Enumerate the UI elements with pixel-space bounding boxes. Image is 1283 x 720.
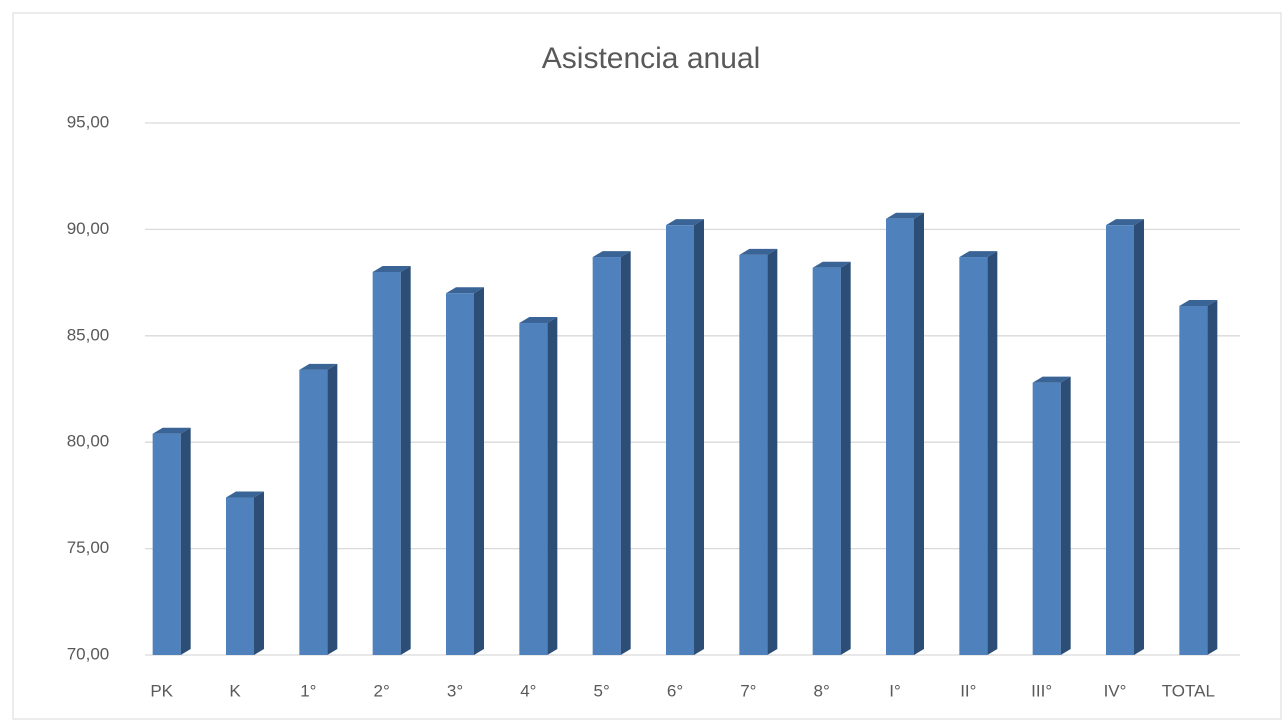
- bar: [592, 257, 621, 655]
- bar: [446, 293, 474, 655]
- bar-side: [327, 363, 338, 655]
- x-tick-label: I°: [889, 681, 901, 700]
- bar-top: [1179, 300, 1218, 307]
- bar: [1032, 382, 1061, 655]
- chart-frame: [12, 12, 1282, 720]
- bar-top: [959, 251, 998, 258]
- bar-side: [180, 427, 191, 655]
- bar-side: [474, 287, 484, 655]
- bar: [372, 271, 401, 655]
- bar: [519, 323, 548, 655]
- y-tick-label: 90,00: [67, 219, 110, 238]
- bar-top: [372, 265, 411, 272]
- x-tick-label: 5°: [594, 681, 610, 700]
- bar-side: [547, 317, 558, 655]
- bar-top: [446, 287, 484, 294]
- x-tick-label: 7°: [740, 681, 756, 700]
- bar-top: [1106, 219, 1144, 226]
- x-tick-label: K: [229, 681, 241, 700]
- y-tick-label: 70,00: [67, 644, 110, 663]
- bar-side: [767, 248, 778, 655]
- chart-title: Asistencia anual: [542, 42, 760, 75]
- bar-side: [1134, 219, 1144, 656]
- x-tick-label: III°: [1031, 681, 1052, 700]
- bar-side: [620, 251, 631, 655]
- x-tick-label: 1°: [300, 681, 316, 700]
- bar: [152, 433, 181, 655]
- y-tick-label: 95,00: [67, 112, 110, 131]
- x-tick-label: 3°: [447, 681, 463, 700]
- bar: [666, 225, 694, 656]
- y-tick-label: 85,00: [67, 325, 110, 344]
- bar-top: [739, 248, 778, 255]
- bar-side: [254, 491, 264, 655]
- bar-side: [914, 212, 924, 655]
- bar: [226, 497, 254, 655]
- bar-top: [299, 363, 338, 370]
- bar-side: [694, 219, 704, 656]
- bar-top: [592, 251, 631, 258]
- bar-top: [666, 219, 704, 226]
- x-tick-label: 8°: [814, 681, 830, 700]
- x-tick-label: PK: [150, 681, 173, 700]
- x-tick-label: 4°: [520, 681, 536, 700]
- bar-top: [152, 427, 191, 434]
- bar: [959, 257, 988, 655]
- bar-side: [1060, 376, 1071, 655]
- bar: [812, 267, 841, 655]
- y-tick-label: 80,00: [67, 432, 110, 451]
- bar: [1106, 225, 1134, 656]
- bar-side: [400, 265, 411, 655]
- bar-top: [1032, 376, 1071, 383]
- x-tick-label: II°: [960, 681, 976, 700]
- bar-side: [987, 251, 998, 655]
- bar-side: [1207, 300, 1218, 655]
- x-tick-label: IV°: [1104, 681, 1127, 700]
- bar-top: [226, 491, 264, 498]
- bar-side: [840, 261, 851, 655]
- bar-top: [519, 317, 558, 324]
- bar: [299, 369, 328, 655]
- y-tick-label: 75,00: [67, 538, 110, 557]
- x-tick-label: 2°: [374, 681, 390, 700]
- x-tick-label: 6°: [667, 681, 683, 700]
- x-tick-label: TOTAL: [1162, 681, 1215, 700]
- bar: [886, 218, 914, 655]
- bar-top: [886, 212, 924, 219]
- bar: [739, 254, 768, 655]
- bar-top: [812, 261, 851, 268]
- bar: [1179, 306, 1208, 655]
